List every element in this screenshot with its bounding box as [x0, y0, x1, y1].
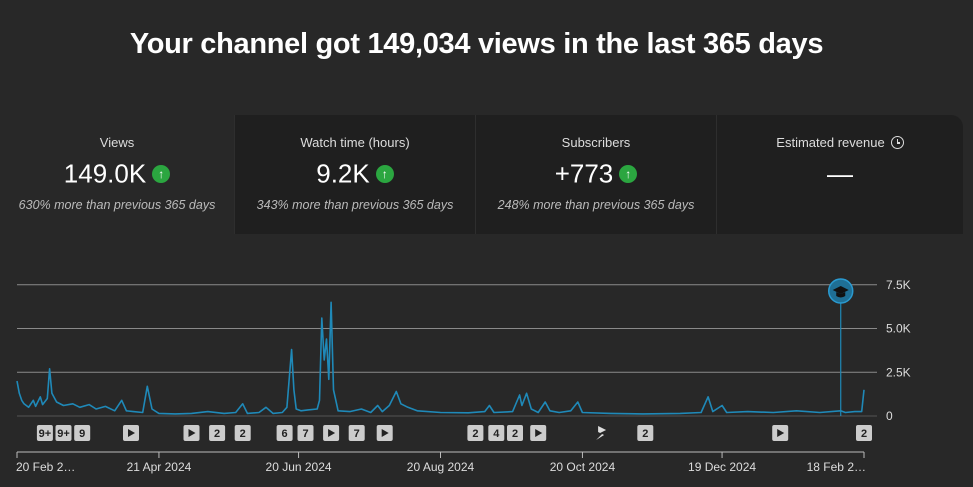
marker-count: 4 [493, 428, 500, 440]
views-series-line[interactable] [16, 301, 865, 415]
content-marker[interactable]: 7 [297, 425, 314, 441]
marker-count: 6 [282, 428, 288, 440]
marker-count: 7 [302, 428, 308, 440]
marker-count: 2 [472, 428, 478, 440]
card-title: Subscribers [561, 135, 631, 150]
card-value-number: 149.0K [63, 158, 147, 189]
views-line-chart[interactable]: 02.5K5.0K7.5K 9+ 9+ 9 2 2 6 7 7 2 4 2 2 2 20 Feb 2… 2… [0, 270, 973, 487]
content-marker[interactable] [376, 425, 393, 441]
cap-base [836, 292, 846, 298]
marker-box [348, 425, 365, 441]
content-marker[interactable] [530, 425, 547, 441]
play-icon [328, 429, 336, 437]
x-tick-label: 20 Jun 2024 [266, 460, 332, 474]
x-tick-label: 19 Dec 2024 [688, 460, 756, 474]
marker-box [637, 425, 654, 441]
shorts-icon [596, 426, 607, 440]
card-value-number: +773 [554, 158, 614, 189]
content-marker[interactable]: 4 [488, 425, 505, 441]
card-value: +773 ↑ [476, 157, 716, 190]
marker-count: 2 [861, 428, 867, 440]
marker-box [488, 425, 505, 441]
content-marker[interactable] [596, 426, 607, 440]
marker-box [209, 425, 226, 441]
content-marker[interactable] [123, 425, 139, 441]
page-title: Your channel got 149,034 views in the la… [129, 28, 824, 60]
content-marker[interactable]: 7 [348, 425, 365, 441]
y-tick-label: 5.0K [886, 322, 911, 336]
card-value: — [717, 157, 963, 190]
content-marker[interactable]: 6 [276, 425, 293, 441]
clock-icon[interactable] [890, 136, 904, 150]
card-comparison: 248% more than previous 365 days [497, 198, 695, 212]
marker-box [507, 425, 523, 441]
card-value: 9.2K ↑ [235, 157, 475, 190]
content-marker[interactable]: 2 [856, 425, 872, 441]
card-title: Views [99, 135, 135, 150]
marker-count: 7 [354, 428, 360, 440]
marker-count: 9+ [39, 428, 52, 440]
marker-count: 2 [214, 428, 220, 440]
content-marker[interactable]: 2 [234, 425, 251, 441]
x-tick-label: 21 Apr 2024 [127, 460, 192, 474]
x-tick-label: 18 Feb 2… [807, 460, 866, 474]
marker-box [36, 425, 53, 441]
x-tick-label: 20 Aug 2024 [407, 460, 475, 474]
marker-box [74, 425, 91, 441]
marker-box [297, 425, 314, 441]
content-marker[interactable] [183, 425, 200, 441]
card-title-text: Estimated revenue [776, 135, 885, 150]
content-marker[interactable]: 9+ [36, 425, 53, 441]
arrow-up-icon: ↑ [375, 165, 394, 184]
content-marker[interactable]: 2 [467, 425, 484, 441]
content-marker[interactable]: 2 [637, 425, 654, 441]
content-marker[interactable]: 2 [209, 425, 226, 441]
marker-count: 2 [512, 428, 518, 440]
card-estimated-revenue[interactable]: Estimated revenue — [716, 115, 963, 234]
x-tick-label: 20 Oct 2024 [550, 460, 616, 474]
play-icon [381, 429, 389, 437]
play-icon [188, 429, 196, 437]
card-title: Watch time (hours) [300, 135, 410, 150]
y-tick-label: 7.5K [886, 278, 911, 292]
card-comparison: 630% more than previous 365 days [18, 198, 216, 212]
card-title: Estimated revenue [717, 135, 963, 150]
card-value-number: — [827, 158, 853, 189]
play-icon [535, 429, 543, 437]
marker-box [276, 425, 293, 441]
card-watch-time[interactable]: Watch time (hours) 9.2K ↑ 343% more than … [234, 115, 475, 234]
marker-count: 9 [79, 428, 85, 440]
card-views[interactable]: Views 149.0K ↑ 630% more than previous 36… [0, 115, 234, 234]
card-value: 149.0K ↑ [0, 157, 234, 190]
marker-box [856, 425, 872, 441]
marker-count: 2 [240, 428, 246, 440]
marker-count: 2 [642, 428, 648, 440]
content-marker[interactable] [772, 425, 789, 441]
arrow-up-icon: ↑ [152, 165, 171, 184]
content-marker[interactable]: 2 [507, 425, 523, 441]
x-tick-label: 20 Feb 2… [16, 460, 75, 474]
play-icon [128, 429, 135, 437]
content-marker[interactable]: 9+ [55, 425, 72, 441]
cap-top [832, 286, 849, 294]
content-marker[interactable] [323, 425, 340, 441]
marker-count: 9+ [57, 428, 70, 440]
marker-box [234, 425, 251, 441]
arrow-up-icon: ↑ [619, 165, 638, 184]
y-tick-label: 0 [886, 409, 893, 423]
play-icon [777, 429, 785, 437]
card-subscribers[interactable]: Subscribers +773 ↑ 248% more than previou… [475, 115, 716, 234]
card-comparison: 343% more than previous 365 days [256, 198, 454, 212]
marker-box [55, 425, 72, 441]
graduation-cap-icon[interactable] [827, 278, 854, 304]
content-marker[interactable]: 9 [74, 425, 91, 441]
card-value-number: 9.2K [316, 158, 370, 189]
metric-cards: Views 149.0K ↑ 630% more than previous 36… [0, 115, 963, 234]
marker-box [467, 425, 484, 441]
y-tick-label: 2.5K [886, 365, 911, 379]
